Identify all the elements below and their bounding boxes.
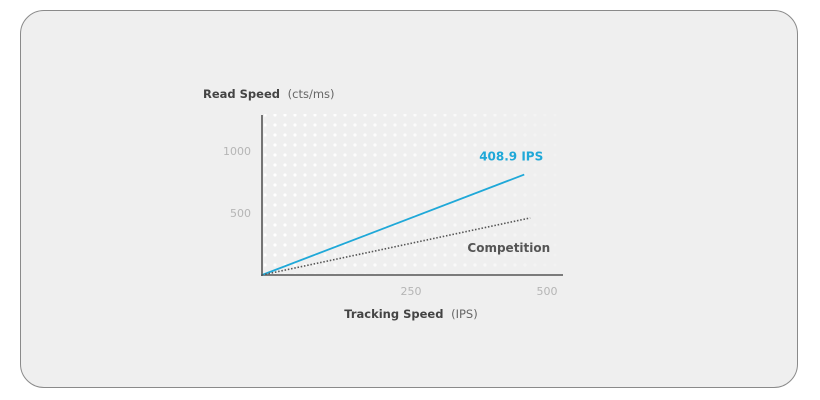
- x-axis-title-unit: (IPS): [451, 307, 478, 321]
- series-line-ips: [261, 173, 525, 276]
- y-tick-label: 500: [230, 207, 251, 220]
- x-axis-title: Tracking Speed (IPS): [344, 307, 477, 321]
- series-label-ips: 408.9 IPS: [479, 150, 543, 164]
- x-axis-title-main: Tracking Speed: [344, 307, 443, 321]
- y-tick-label: 1000: [223, 145, 251, 158]
- plot-dot-grid: [264, 114, 564, 274]
- series-label-competition: Competition: [467, 241, 550, 255]
- x-tick-label: 250: [401, 285, 422, 298]
- x-tick-label: 500: [537, 285, 558, 298]
- y-axis-title-unit: (cts/ms): [288, 87, 335, 101]
- y-axis-title: Read Speed (cts/ms): [203, 87, 335, 101]
- series-line-competition: [261, 217, 531, 276]
- y-axis-title-main: Read Speed: [203, 87, 280, 101]
